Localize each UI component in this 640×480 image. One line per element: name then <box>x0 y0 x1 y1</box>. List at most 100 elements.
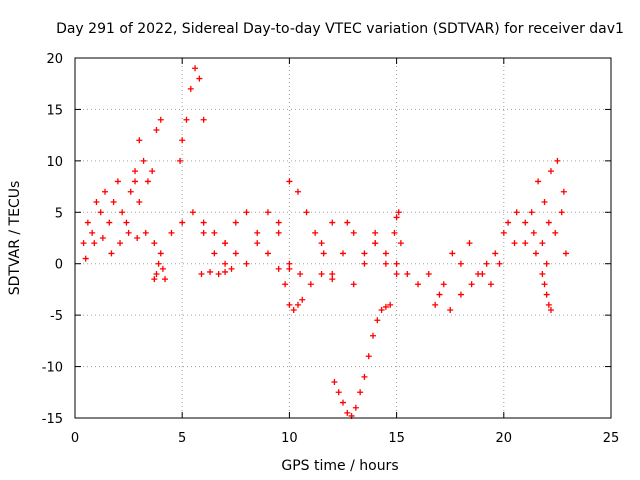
data-point <box>541 199 548 205</box>
data-point <box>211 229 218 236</box>
data-point <box>215 271 222 277</box>
series-track-6-9h <box>200 209 282 247</box>
data-point <box>335 389 342 396</box>
data-point <box>168 229 175 236</box>
data-point <box>228 265 235 272</box>
data-point <box>344 409 351 416</box>
data-point <box>157 250 164 257</box>
y-tick-label: -10 <box>42 361 63 376</box>
data-point <box>447 307 454 313</box>
data-point <box>404 271 411 277</box>
series-track-22-23h <box>539 209 569 257</box>
series-track-14-16h <box>372 229 432 288</box>
data-point <box>82 255 89 262</box>
data-point <box>134 235 141 241</box>
data-point <box>329 276 336 283</box>
y-tick-label: -5 <box>50 309 63 324</box>
data-point <box>294 301 301 308</box>
series-track-10-12h-low <box>286 265 336 288</box>
data-point <box>232 219 239 226</box>
data-point <box>382 250 389 257</box>
data-point <box>119 209 126 216</box>
data-point <box>440 281 447 288</box>
data-point <box>340 399 346 406</box>
series-track-19-21h <box>487 209 537 288</box>
y-tick-label: 0 <box>55 258 63 273</box>
data-point <box>541 281 548 288</box>
series-track-peak-5h <box>177 65 207 164</box>
data-point <box>254 229 261 236</box>
series-track-rise-3h <box>132 116 164 185</box>
series-track-10-12h <box>286 178 336 277</box>
data-point <box>558 209 565 216</box>
series-track-7-10h <box>222 240 293 275</box>
data-point <box>350 281 357 288</box>
data-point <box>211 250 218 257</box>
data-point <box>102 188 109 195</box>
data-point <box>468 281 475 288</box>
data-point <box>286 260 293 267</box>
data-point <box>539 240 546 247</box>
tick-layer <box>74 57 612 419</box>
data-point <box>350 229 357 236</box>
data-point <box>222 240 229 247</box>
data-point <box>106 219 113 226</box>
data-point <box>151 240 158 247</box>
data-point <box>331 379 338 385</box>
data-point <box>425 271 432 277</box>
x-tick-label: 5 <box>178 431 186 446</box>
data-point <box>340 250 346 257</box>
data-point <box>275 265 282 272</box>
data-point <box>483 260 490 267</box>
data-point <box>187 85 194 92</box>
data-point <box>200 116 207 123</box>
data-point <box>264 250 271 257</box>
y-tick-labels: -15 -10 -5 0 5 10 15 20 <box>42 52 63 427</box>
data-point <box>200 219 207 226</box>
data-point <box>361 250 368 257</box>
data-point <box>505 219 512 226</box>
data-point <box>539 271 546 277</box>
data-point <box>492 250 499 257</box>
data-point <box>149 168 156 175</box>
y-axis-label: SDTVAR / TECUs <box>7 181 23 296</box>
data-point <box>89 229 96 236</box>
data-point <box>99 235 106 241</box>
data-point <box>318 240 325 247</box>
series-track-17-19h <box>432 240 490 308</box>
data-point <box>370 332 377 339</box>
data-point <box>189 209 196 216</box>
data-point <box>155 260 162 267</box>
data-point <box>547 168 554 175</box>
data-point <box>382 260 389 267</box>
data-point <box>243 209 250 216</box>
series-track-21-23h <box>528 157 567 216</box>
data-point <box>207 268 214 275</box>
data-point <box>151 276 158 283</box>
data-point <box>344 219 351 226</box>
data-point <box>511 240 518 247</box>
data-point <box>286 301 293 308</box>
x-tick-labels: 0 5 10 15 20 25 <box>71 431 619 446</box>
data-point <box>397 240 404 247</box>
series-track-wave-5h <box>168 209 229 257</box>
data-point <box>243 260 250 267</box>
data-point <box>361 260 368 267</box>
data-point <box>318 271 325 277</box>
series-track-15h-spike <box>391 209 404 247</box>
data-point <box>393 271 400 277</box>
data-point <box>329 271 336 277</box>
y-tick-label: 5 <box>55 206 63 221</box>
data-point <box>93 199 100 205</box>
data-point <box>136 137 143 144</box>
data-point <box>127 188 134 195</box>
data-point <box>162 276 169 283</box>
data-point <box>275 229 282 236</box>
data-point <box>200 229 207 236</box>
y-tick-label: 15 <box>46 103 63 118</box>
data-point <box>545 301 552 308</box>
data-point <box>496 260 503 267</box>
data-point <box>297 271 304 277</box>
data-point <box>254 240 261 247</box>
data-point <box>123 219 130 226</box>
